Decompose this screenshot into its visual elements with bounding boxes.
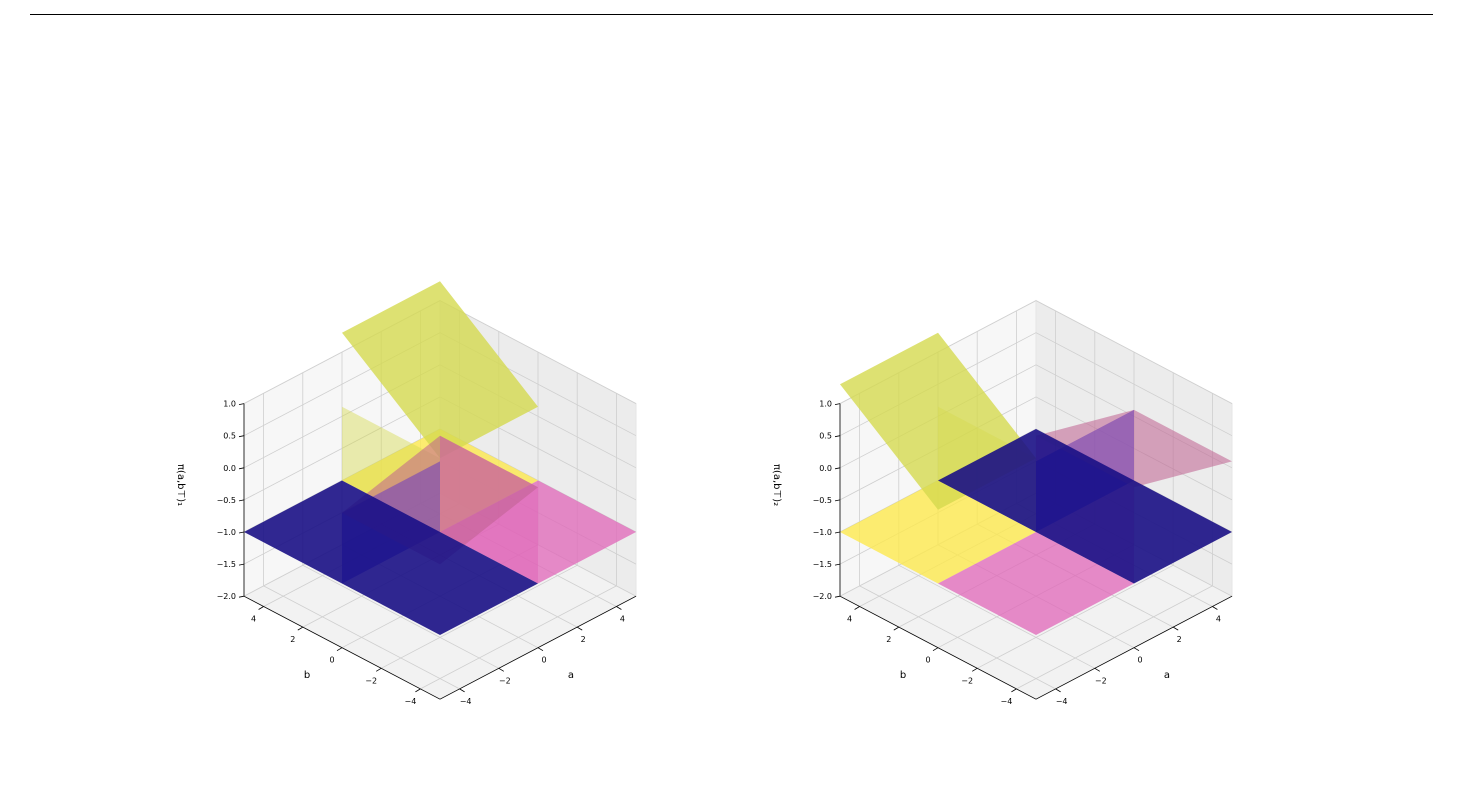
z-tick-mark (834, 467, 841, 470)
x-tick-label: 2 (581, 635, 586, 644)
x-tick-label: −4 (460, 697, 472, 706)
z-tick-label: −0.5 (217, 496, 236, 505)
y-tick-label: −2 (961, 676, 973, 685)
x-tick-mark (576, 626, 583, 631)
z-tick-label: −1.0 (813, 528, 832, 537)
y-tick-label: 4 (251, 615, 256, 624)
y-tick-mark (375, 667, 382, 672)
y-tick-label: 0 (925, 656, 930, 665)
y-tick-label: −2 (365, 676, 377, 685)
y-tick-mark (854, 606, 860, 610)
x-axis-label: a (1164, 670, 1170, 681)
x-tick-mark (498, 667, 505, 672)
z-tick-label: 0.5 (819, 432, 832, 441)
y-axis-label: b (900, 670, 906, 681)
x-tick-mark (1055, 688, 1061, 693)
z-tick-label: 0.5 (223, 432, 236, 441)
z-tick-mark (238, 499, 245, 502)
surface-patches (840, 332, 1232, 635)
surface-navy-flat (938, 429, 1232, 584)
z-tick-mark (834, 531, 841, 534)
x-tick-mark (1212, 606, 1218, 610)
y-tick-mark (1011, 688, 1017, 693)
surface-patches (244, 281, 636, 635)
x-tick-label: 0 (541, 656, 546, 665)
z-tick-mark (834, 563, 841, 566)
y-axis-line (839, 595, 1037, 700)
z-tick-label: −2.0 (217, 592, 236, 601)
x-tick-mark (1172, 626, 1179, 631)
y-tick-label: 2 (886, 635, 891, 644)
x-tick-label: −2 (1095, 676, 1107, 685)
z-tick-label: 1.0 (819, 400, 832, 409)
y-tick-mark (893, 626, 900, 631)
x-tick-mark (616, 606, 622, 610)
z-tick-label: −1.5 (813, 560, 832, 569)
x-axis-line (439, 595, 637, 700)
y-tick-mark (297, 626, 304, 631)
x-tick-label: −4 (1056, 697, 1068, 706)
z-tick-mark (238, 595, 245, 598)
x-tick-label: 0 (1137, 656, 1142, 665)
z-tick-label: −2.0 (813, 592, 832, 601)
z-tick-label: 1.0 (223, 400, 236, 409)
z-tick-mark (238, 531, 245, 534)
z-tick-mark (238, 435, 245, 438)
z-tick-label: 0.0 (223, 464, 236, 473)
x-tick-mark (537, 647, 544, 652)
x-axis-line (1035, 595, 1233, 700)
z-tick-mark (238, 467, 245, 470)
z-tick-label: −1.5 (217, 560, 236, 569)
x-tick-mark (1094, 667, 1101, 672)
y-tick-label: 0 (329, 656, 334, 665)
axis-ticks: −4 −4 −2 −2 0 0 2 2 4 4 −2.0 −1.5 −1.0 −0.5 0.0 0.5 1.0 (217, 400, 637, 706)
plot-panel-right: −4−4−2−2002244−2.0−1.5−1.0−0.50.00.51.0 … (771, 299, 1234, 706)
y-tick-mark (258, 606, 264, 610)
y-tick-label: 2 (290, 635, 295, 644)
z-tick-mark (834, 499, 841, 502)
y-tick-mark (932, 647, 939, 652)
z-tick-mark (238, 403, 245, 405)
y-axis-line (243, 595, 441, 700)
surface-navy-flat (244, 480, 538, 635)
x-axis-label: a (568, 670, 574, 681)
x-tick-label: 4 (620, 615, 625, 624)
x-tick-label: −2 (499, 676, 511, 685)
y-tick-label: 4 (847, 615, 852, 624)
x-tick-label: 4 (1216, 615, 1221, 624)
top-rule (30, 14, 1433, 15)
z-tick-label: −1.0 (217, 528, 236, 537)
z-tick-label: −0.5 (813, 496, 832, 505)
y-axis-label: b (304, 670, 310, 681)
axis-ticks: −4 −4 −2 −2 0 0 2 2 4 4 −2.0 −1.5 −1.0 −0.5 0.0 0.5 1.0 (813, 400, 1233, 706)
surface-pink-tilted (1036, 409, 1232, 488)
z-tick-mark (834, 435, 841, 438)
y-tick-label: −4 (1001, 697, 1013, 706)
z-tick-mark (238, 563, 245, 566)
y-tick-label: −4 (405, 697, 417, 706)
z-tick-mark (834, 403, 841, 405)
y-tick-mark (336, 647, 343, 652)
z-axis-label: π(a,b⊤)₁ (175, 464, 186, 506)
z-tick-label: 0.0 (819, 464, 832, 473)
y-tick-mark (415, 688, 421, 693)
x-tick-mark (459, 688, 465, 693)
z-tick-mark (834, 595, 841, 598)
x-tick-mark (1133, 647, 1140, 652)
surface-yellow-rising (342, 281, 538, 459)
x-tick-label: 2 (1177, 635, 1182, 644)
y-tick-mark (971, 667, 978, 672)
z-axis-label: π(a,b⊤)₂ (771, 464, 782, 506)
plot-panel-left: −4−4−2−2002244−2.0−1.5−1.0−0.50.00.51.0 … (175, 281, 638, 706)
